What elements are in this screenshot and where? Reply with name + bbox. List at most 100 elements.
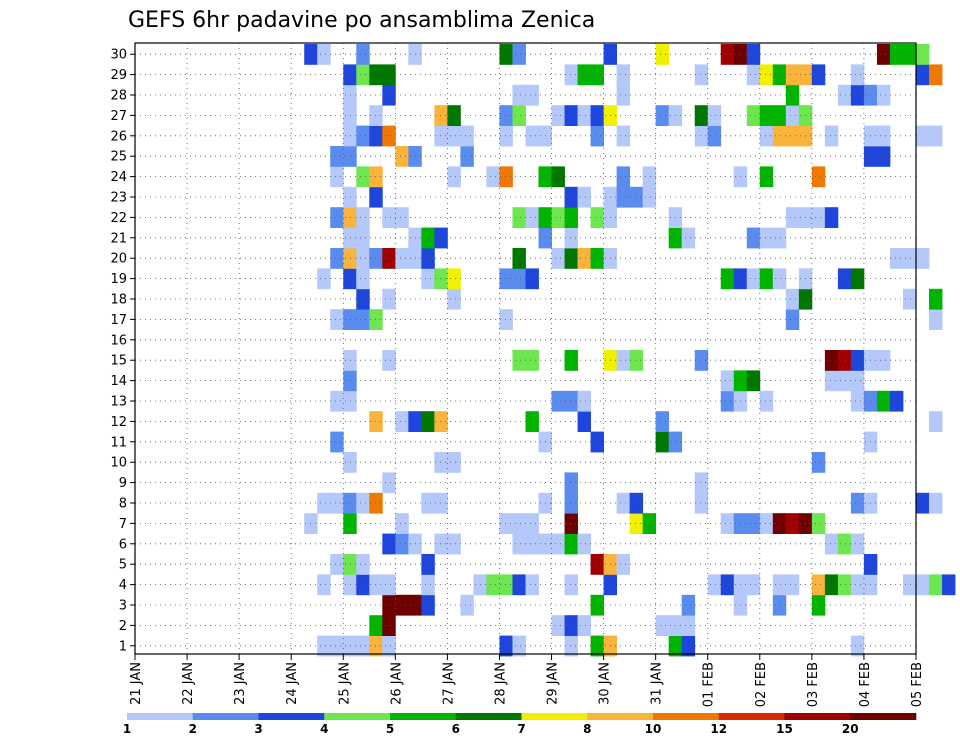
heatmap-cell: [330, 248, 344, 269]
legend-label: 7: [517, 722, 525, 736]
heatmap-cell: [772, 64, 787, 86]
heatmap-cell: [694, 64, 709, 86]
heatmap-cell: [356, 635, 370, 657]
heatmap-cell: [929, 125, 943, 147]
heatmap-cell: [850, 390, 865, 412]
heatmap-cell: [343, 84, 357, 106]
heatmap-cell: [551, 166, 565, 188]
heatmap-cell: [850, 635, 865, 657]
heatmap-cell: [746, 227, 761, 249]
heatmap-cell: [499, 635, 513, 657]
heatmap-cell: [382, 615, 396, 636]
heatmap-cell: [382, 288, 396, 310]
legend-swatch: [784, 713, 851, 720]
heatmap-cell: [629, 492, 644, 514]
heatmap-cell: [694, 350, 709, 371]
heatmap-cell: [330, 146, 344, 167]
heatmap-cell: [564, 207, 578, 228]
legend-label: 12: [710, 722, 727, 736]
heatmap-cell: [317, 635, 331, 657]
legend-label: 6: [452, 722, 460, 736]
legend-swatch: [258, 713, 325, 720]
legend-label: 8: [583, 722, 591, 736]
heatmap-cell: [681, 594, 696, 616]
heatmap-cell: [551, 207, 565, 228]
heatmap-cell: [512, 248, 526, 269]
heatmap-cell: [369, 635, 383, 657]
heatmap-cell: [343, 248, 357, 269]
heatmap-cell: [382, 350, 396, 371]
heatmap-cell: [356, 44, 370, 65]
heatmap-cell: [642, 186, 657, 208]
y-tick-label: 18: [110, 293, 127, 308]
heatmap-cell: [746, 44, 761, 65]
legend-label: 3: [254, 722, 262, 736]
heatmap-cell: [525, 125, 539, 147]
heatmap-cell: [460, 594, 474, 616]
y-tick-label: 3: [119, 599, 127, 614]
heatmap-cell: [421, 554, 435, 575]
x-tick-label: 25 JAN: [337, 662, 352, 705]
y-tick-label: 26: [110, 129, 127, 144]
heatmap-cell: [343, 146, 357, 167]
heatmap-cell: [395, 533, 409, 555]
heatmap-cell: [512, 513, 526, 534]
heatmap-cell: [525, 533, 539, 555]
heatmap-cell: [916, 248, 930, 269]
heatmap-cell: [551, 390, 565, 412]
heatmap-cell: [577, 186, 591, 208]
heatmap-cell: [382, 635, 396, 657]
heatmap-cell: [889, 248, 904, 269]
heatmap-cell: [590, 554, 604, 575]
heatmap-cell: [499, 166, 513, 188]
heatmap-cell: [577, 411, 591, 432]
heatmap-cell: [577, 64, 591, 86]
heatmap-cell: [447, 533, 461, 555]
heatmap-cell: [551, 615, 565, 636]
heatmap-cell: [356, 64, 370, 86]
heatmap-cell: [577, 390, 591, 412]
x-tick-label: 29 JAN: [546, 662, 561, 705]
x-tick-label: 31 JAN: [650, 662, 665, 705]
heatmap-cell: [629, 186, 644, 208]
heatmap-cell: [772, 105, 787, 126]
heatmap-cell: [759, 64, 774, 86]
heatmap-cell: [564, 533, 578, 555]
heatmap-cell: [369, 186, 383, 208]
heatmap-cell: [421, 411, 435, 432]
heatmap-cell: [317, 44, 331, 65]
heatmap-cell: [759, 513, 774, 534]
heatmap-cell: [707, 105, 722, 126]
heatmap-cell: [382, 533, 396, 555]
heatmap-cell: [525, 268, 539, 290]
heatmap-cell: [590, 594, 604, 616]
heatmap-cell: [929, 492, 943, 514]
heatmap-cell: [343, 125, 357, 147]
heatmap-cell: [577, 248, 591, 269]
heatmap-cell: [720, 370, 735, 392]
heatmap-cell: [382, 64, 396, 86]
heatmap-cell: [616, 492, 631, 514]
heatmap-cell: [902, 288, 917, 310]
heatmap-cell: [421, 268, 435, 290]
heatmap-cell: [590, 105, 604, 126]
heatmap-cell: [499, 268, 513, 290]
heatmap-cell: [876, 84, 891, 106]
heatmap-cell: [369, 615, 383, 636]
heatmap-cell: [655, 431, 670, 453]
heatmap-cell: [616, 350, 631, 371]
y-tick-label: 28: [110, 89, 127, 104]
heatmap-cell: [876, 350, 891, 371]
heatmap-cell: [369, 125, 383, 147]
x-tick-label: 24 JAN: [285, 662, 300, 705]
heatmap-cell: [902, 44, 917, 65]
heatmap-cell: [616, 166, 631, 188]
heatmap-cell: [551, 105, 565, 126]
legend-label: 4: [320, 722, 328, 736]
y-tick-label: 20: [110, 252, 127, 267]
y-tick-label: 10: [110, 456, 127, 471]
heatmap-cell: [694, 492, 709, 514]
heatmap-cell: [929, 574, 943, 596]
heatmap-cell: [590, 635, 604, 657]
